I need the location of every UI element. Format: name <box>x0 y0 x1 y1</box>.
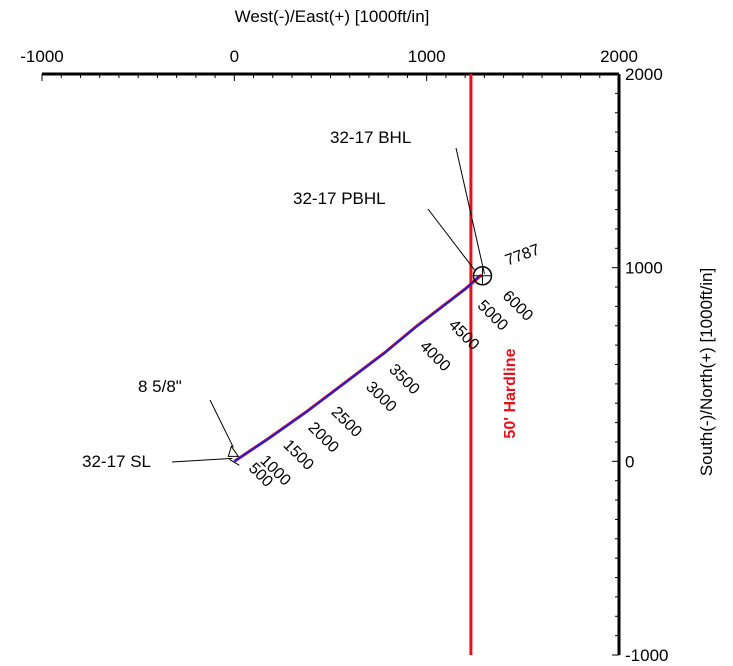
y-tick-label: 2000 <box>625 65 663 84</box>
depth-label: 7787 <box>503 241 542 269</box>
depth-label: 3500 <box>385 361 422 398</box>
y-axis-label: South(-)/North(+) [1000ft/in] <box>697 268 716 476</box>
x-tick-label: -1000 <box>20 47 63 66</box>
hardline-label: 50' Hardline <box>502 348 519 438</box>
x-axis-label: West(-)/East(+) [1000ft/in] <box>235 7 430 26</box>
well-path-2 <box>233 275 480 463</box>
annotation-label: 8 5/8" <box>138 377 182 396</box>
y-tick-label: 0 <box>625 452 634 471</box>
x-tick-label: 0 <box>230 47 239 66</box>
annotation-label: 32-17 PBHL <box>293 189 386 208</box>
y-tick-label: -1000 <box>625 646 668 665</box>
y-tick-label: 1000 <box>625 259 663 278</box>
depth-label: 2000 <box>305 419 342 456</box>
depth-label: 4000 <box>416 338 453 375</box>
annotation-leader <box>209 399 234 448</box>
annotation-leader <box>427 208 475 271</box>
depth-label: 3000 <box>362 379 399 416</box>
x-tick-label: 2000 <box>600 47 638 66</box>
marks: 50' Hardline5001000150020002500300035004… <box>82 74 542 655</box>
annotation-label: 32-17 SL <box>82 452 151 471</box>
annotation-leader <box>455 147 485 274</box>
annotation-leader <box>171 457 233 463</box>
depth-label: 4500 <box>445 317 482 354</box>
annotation-label: 32-17 BHL <box>330 128 411 147</box>
casing-marker <box>227 445 240 457</box>
sl-marker <box>229 458 240 466</box>
x-tick-label: 1000 <box>408 47 446 66</box>
